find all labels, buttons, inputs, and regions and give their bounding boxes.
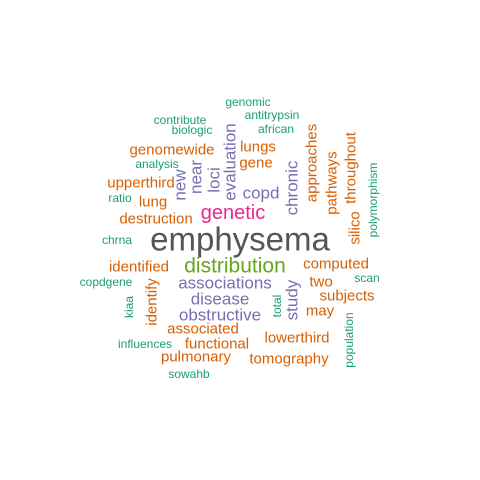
word-population: population bbox=[342, 312, 356, 368]
word-lung: lung bbox=[138, 193, 168, 211]
word-influences: influences bbox=[117, 337, 173, 351]
word-polymorphism: polymorphism bbox=[366, 162, 380, 238]
word-emphysema: emphysema bbox=[150, 220, 330, 258]
word-sowahb: sowahb bbox=[168, 367, 210, 381]
word-genomewide: genomewide bbox=[129, 141, 215, 159]
word-scan: scan bbox=[354, 271, 380, 285]
word-kiaa: kiaa bbox=[122, 295, 136, 319]
word-african: african bbox=[257, 122, 295, 136]
word-identified: identified bbox=[108, 258, 170, 276]
word-functional: functional bbox=[184, 335, 250, 353]
word-biologic: biologic bbox=[171, 123, 213, 137]
word-two: two bbox=[309, 273, 333, 291]
word-subjects: subjects bbox=[319, 287, 375, 305]
word-copd: copd bbox=[242, 183, 280, 203]
word-associated: associated bbox=[167, 320, 239, 338]
word-destruction: destruction bbox=[119, 210, 193, 228]
word-silico: silico bbox=[346, 211, 364, 245]
word-genomic: genomic bbox=[225, 95, 271, 109]
word-lowerthird: lowerthird bbox=[264, 329, 330, 347]
word-lungs: lungs bbox=[240, 138, 276, 156]
word-distribution: distribution bbox=[184, 254, 286, 278]
word-chrna: chrna bbox=[101, 233, 133, 247]
word-throughout: throughout bbox=[342, 132, 360, 204]
word-ratio: ratio bbox=[108, 191, 132, 205]
word-chronic: chronic bbox=[282, 160, 302, 216]
word-pathways: pathways bbox=[323, 151, 341, 215]
word-disease: disease bbox=[190, 289, 250, 309]
word-upperthird: upperthird bbox=[107, 174, 175, 192]
word-evaluation: evaluation bbox=[220, 123, 240, 201]
word-antitrypsin: antitrypsin bbox=[244, 108, 300, 122]
word-study: study bbox=[282, 279, 302, 321]
word-associations: associations bbox=[178, 273, 272, 293]
word-gene: gene bbox=[239, 154, 273, 172]
word-copdgene: copdgene bbox=[79, 275, 133, 289]
word-may: may bbox=[305, 302, 335, 320]
word-computed: computed bbox=[303, 255, 369, 273]
word-genetic: genetic bbox=[200, 202, 266, 224]
word-obstructive: obstructive bbox=[178, 305, 262, 325]
word-tomography: tomography bbox=[249, 350, 329, 368]
word-identify: identify bbox=[143, 278, 161, 326]
word-pulmonary: pulmonary bbox=[160, 348, 232, 366]
word-analysis: analysis bbox=[135, 157, 179, 171]
word-total: total bbox=[270, 294, 284, 318]
word-near: near bbox=[186, 159, 206, 195]
word-contribute: contribute bbox=[153, 113, 207, 127]
word-approaches: approaches bbox=[303, 123, 321, 203]
